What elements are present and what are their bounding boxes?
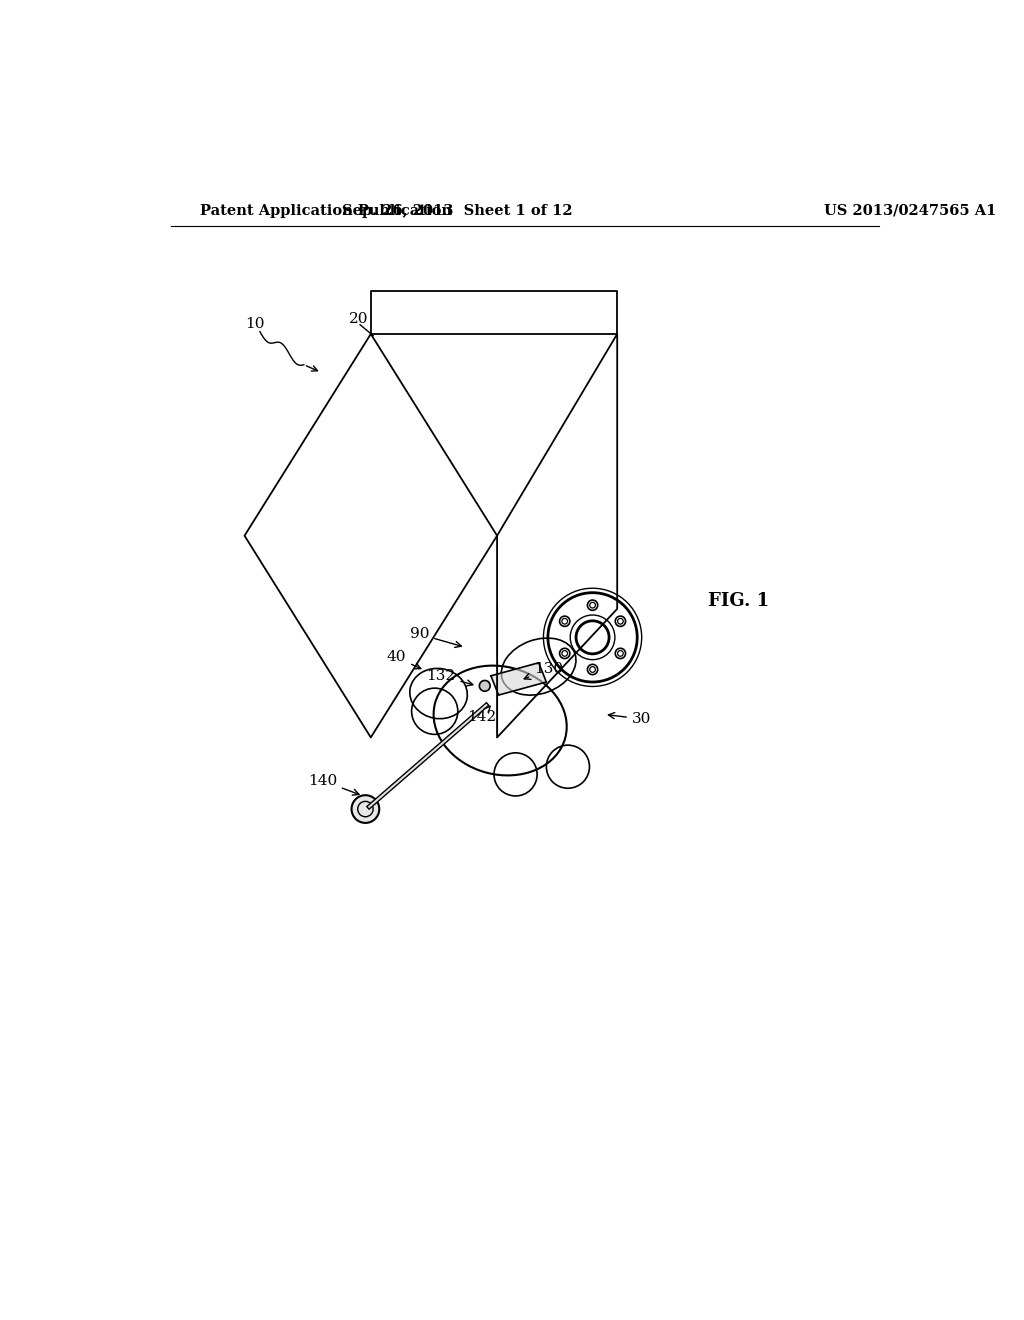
Text: Patent Application Publication: Patent Application Publication [200, 203, 452, 218]
Text: 20: 20 [349, 312, 369, 326]
Text: Sep. 26, 2013  Sheet 1 of 12: Sep. 26, 2013 Sheet 1 of 12 [342, 203, 573, 218]
Text: 30: 30 [608, 711, 651, 726]
Polygon shape [490, 663, 547, 696]
Text: 142: 142 [467, 706, 497, 723]
Circle shape [351, 795, 379, 822]
Text: FIG. 1: FIG. 1 [709, 593, 769, 610]
Text: 90: 90 [410, 627, 462, 647]
Text: 40: 40 [387, 651, 421, 669]
Text: 10: 10 [246, 317, 265, 331]
Text: 140: 140 [307, 774, 359, 795]
Text: 130: 130 [524, 661, 563, 680]
Text: US 2013/0247565 A1: US 2013/0247565 A1 [823, 203, 996, 218]
Circle shape [479, 681, 490, 692]
Text: 132: 132 [426, 669, 473, 686]
